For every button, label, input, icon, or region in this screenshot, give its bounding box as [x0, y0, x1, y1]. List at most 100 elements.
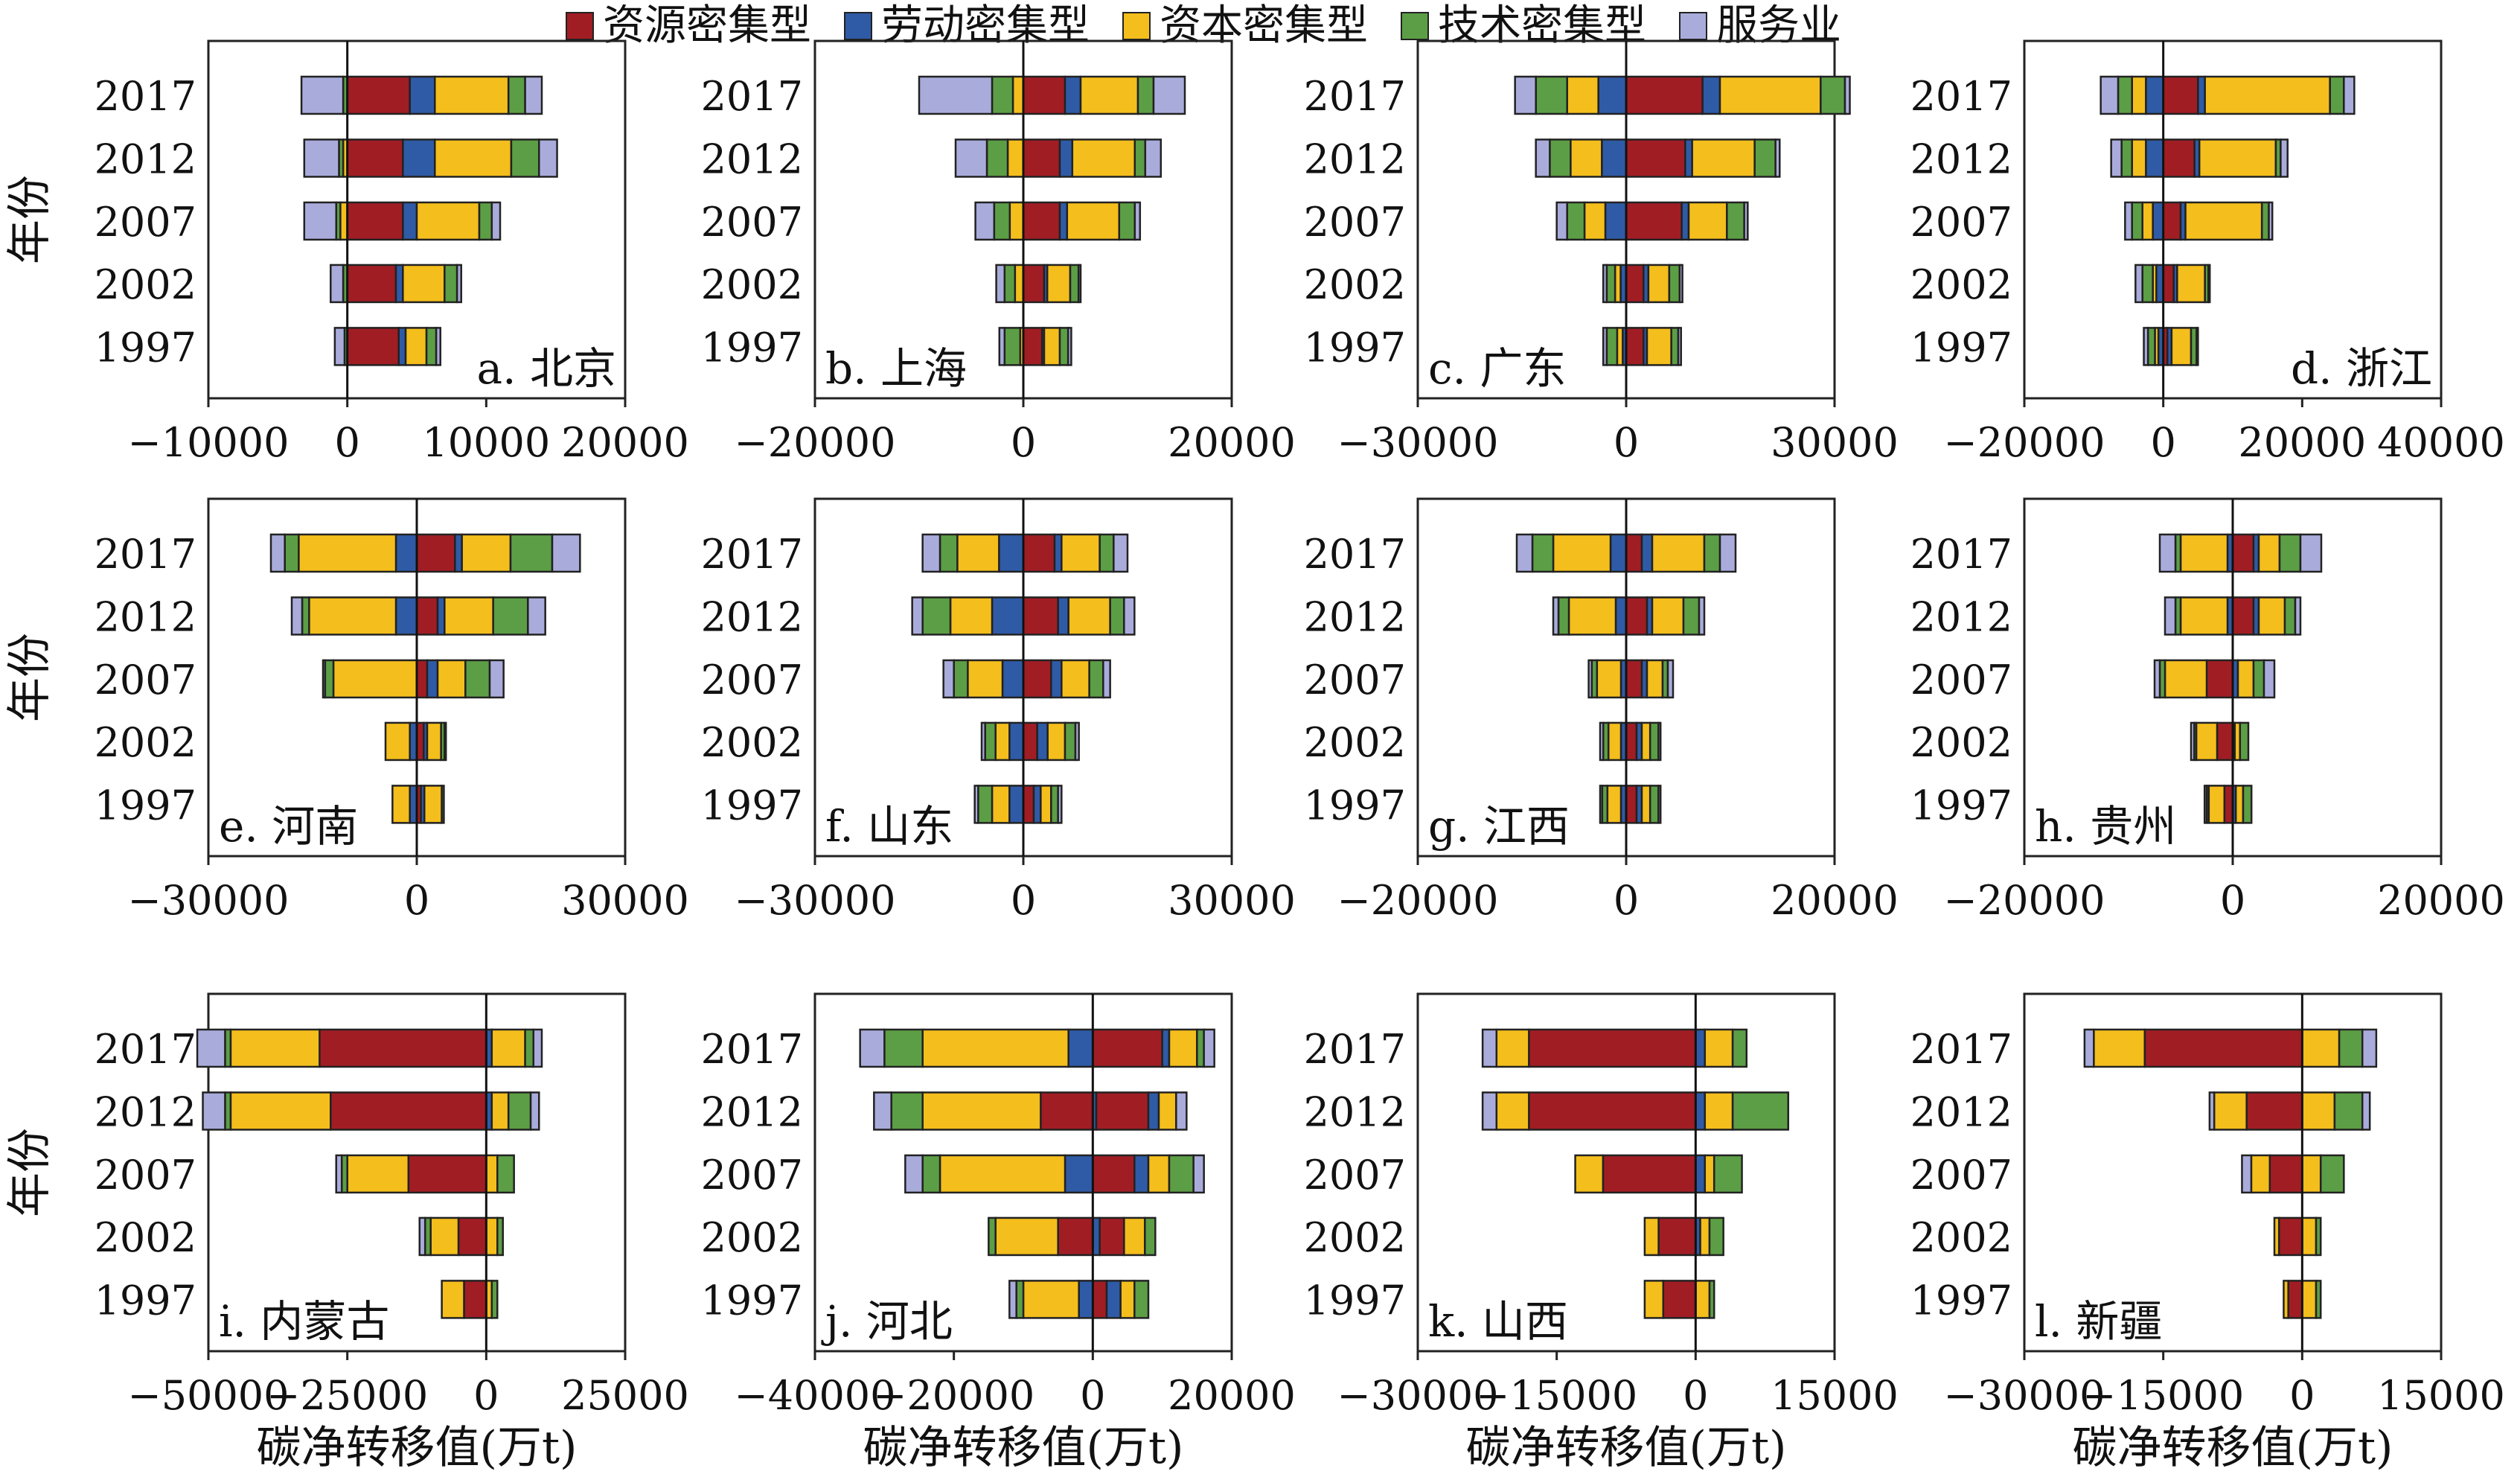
x-tick-label: 0	[404, 877, 429, 924]
bar-segment	[2184, 201, 2263, 241]
bar-segment	[1064, 721, 1077, 762]
bar-segment	[1535, 75, 1568, 115]
x-tick-label: −30000	[1337, 419, 1498, 466]
bar-segment	[269, 533, 286, 573]
bar-segment	[196, 1028, 226, 1068]
bar-segment	[2162, 75, 2199, 115]
panel-10: 2017 2012 2007 2002 1997 −40000−20000 0 20000 j.…	[701, 992, 1296, 1419]
bar-segment	[2239, 721, 2250, 762]
bar-segment	[2204, 75, 2331, 115]
bar-segment	[1677, 327, 1682, 366]
bar-segment	[1040, 1091, 1094, 1131]
bar-segment	[1566, 75, 1599, 115]
bar-segment	[1022, 75, 1066, 115]
year-tick-label: 1997	[95, 324, 196, 371]
year-tick-label: 2002	[95, 1214, 196, 1261]
bar-segment	[1695, 1028, 1707, 1068]
year-tick-label: 2007	[1910, 657, 2012, 704]
bar-segment	[2287, 1280, 2303, 1319]
bar-segment	[301, 596, 310, 636]
year-tick-label: 1997	[95, 1277, 196, 1324]
bar-segment	[2231, 596, 2255, 636]
panel-11: 2017 2012 2007 2002 1997 −30000−15000 0 15000 k.…	[1304, 992, 1899, 1419]
bar-segment	[485, 1154, 499, 1194]
bar-segment	[1687, 201, 1728, 241]
bar-segment	[1022, 785, 1035, 824]
panel-6: 2017 2012 2007 2002 1997 −30000 0 30000 f. 山东	[701, 497, 1296, 924]
bar-segment	[1718, 75, 1822, 115]
bar-segment	[2143, 1028, 2303, 1068]
bar-segment	[444, 596, 494, 636]
bar-segment	[1657, 785, 1662, 824]
bar-segment	[2301, 1028, 2341, 1068]
bar-segment	[402, 264, 446, 304]
bar-segment	[1670, 327, 1680, 366]
bar-segment	[2207, 264, 2211, 304]
panel-label: i. 内蒙古	[219, 1296, 389, 1347]
bar-segment	[984, 721, 997, 762]
year-tick-label: 2012	[1910, 135, 2012, 182]
year-tick-label: 2002	[95, 261, 196, 308]
bar-segment	[490, 1280, 499, 1319]
year-tick-label: 2012	[1910, 593, 2012, 640]
bar-segment	[1691, 138, 1756, 178]
bar-segment	[2153, 659, 2161, 699]
bar-segment	[991, 596, 1025, 636]
bar-segment	[1015, 1280, 1025, 1319]
x-tick-label: 0	[2289, 1372, 2315, 1419]
bar-segment	[974, 201, 996, 241]
bar-segment	[1647, 264, 1671, 304]
bar-segment	[1022, 596, 1059, 636]
bar-segment	[1552, 533, 1612, 573]
year-tick-label: 2017	[701, 1026, 803, 1073]
bar-segment	[1481, 1028, 1498, 1068]
bar-segment	[402, 201, 418, 241]
panel-9: 2017 2012 2007 2002 1997 −50000−25000 0 25000 i.…	[95, 992, 689, 1419]
bar-segment	[1625, 596, 1648, 636]
bar-segment	[308, 596, 397, 636]
bar-segment	[319, 1028, 487, 1068]
year-tick-label: 2017	[701, 531, 803, 578]
year-tick-label: 2017	[1910, 531, 2012, 578]
x-tick-label: 0	[1011, 877, 1036, 924]
year-tick-label: 2012	[1304, 135, 1406, 182]
bar-segment	[202, 1091, 226, 1131]
bar-segment	[2145, 138, 2164, 178]
bar-segment	[2164, 659, 2208, 699]
year-tick-label: 1997	[1304, 324, 1406, 371]
bar-segment	[1006, 138, 1025, 178]
bar-segment	[918, 75, 994, 115]
bar-segment	[1604, 201, 1628, 241]
bar-segment	[873, 1091, 892, 1131]
bar-segment	[1092, 1280, 1108, 1319]
bar-segment	[2268, 201, 2274, 241]
bar-segment	[1703, 533, 1721, 573]
bar-segment	[1605, 327, 1619, 366]
panel-label: a. 北京	[477, 343, 616, 394]
bar-segment	[2203, 785, 2208, 824]
bar-segment	[2283, 1280, 2289, 1319]
x-tick-label: 20000	[561, 419, 689, 466]
panel-4: 2017 2012 2007 2002 1997 −20000 0 20000 40000 d. …	[1910, 39, 2505, 466]
bar-segment	[2124, 201, 2133, 241]
bar-segment	[1726, 201, 1745, 241]
year-tick-label: 1997	[701, 782, 803, 829]
bar-segment	[954, 138, 988, 178]
bar-segment	[1648, 785, 1660, 824]
x-tick-label: 20000	[1771, 877, 1899, 924]
x-tick-label: 0	[1011, 419, 1036, 466]
bar-segment	[1008, 721, 1025, 762]
x-tick-label: −10000	[127, 419, 289, 466]
bar-segment	[2083, 1028, 2095, 1068]
panel-label: h. 贵州	[2035, 801, 2176, 852]
bar-segment	[1064, 75, 1082, 115]
year-tick-label: 2012	[1910, 1088, 2012, 1135]
year-tick-label: 2007	[701, 657, 803, 704]
bar-segment	[464, 659, 491, 699]
bar-segment	[1203, 1028, 1215, 1068]
bar-segment	[2231, 533, 2255, 573]
bar-segment	[2301, 1091, 2336, 1131]
bar-segment	[1046, 721, 1066, 762]
bar-segment	[384, 721, 411, 762]
bar-segment	[346, 1154, 410, 1194]
